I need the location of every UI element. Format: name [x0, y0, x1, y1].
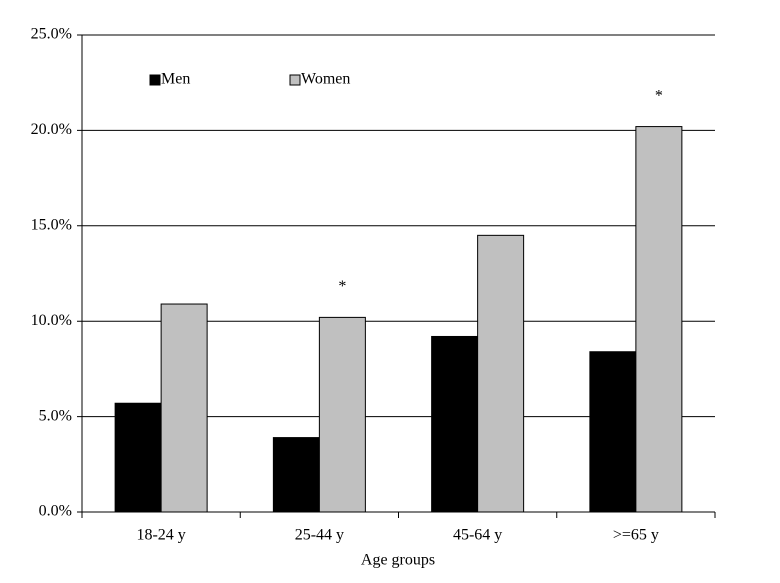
y-tick-label: 25.0%	[31, 26, 72, 43]
x-tick-label: 18-24 y	[136, 527, 185, 544]
legend-label: Men	[161, 71, 190, 88]
y-tick-label: 5.0%	[39, 407, 72, 424]
x-tick-label: 25-44 y	[295, 527, 344, 544]
bar	[272, 437, 320, 513]
bar	[318, 316, 366, 513]
y-tick-label: 15.0%	[31, 216, 72, 233]
x-axis-label: Age groups	[361, 552, 435, 569]
y-tick-label: 10.0%	[31, 312, 72, 329]
legend-swatch	[289, 74, 301, 86]
bar	[160, 303, 208, 513]
annotation: *	[655, 87, 663, 104]
x-tick-label: >=65 y	[613, 527, 659, 544]
x-tick-label: 45-64 y	[453, 527, 502, 544]
bar	[635, 126, 683, 513]
bar	[431, 335, 479, 513]
bar	[477, 234, 525, 513]
annotation: *	[338, 278, 346, 295]
y-tick-label: 20.0%	[31, 121, 72, 138]
legend-label: Women	[301, 71, 350, 88]
legend-swatch	[149, 74, 161, 86]
bar	[589, 351, 637, 513]
bar	[114, 402, 162, 513]
y-tick-label: 0.0%	[39, 503, 72, 520]
